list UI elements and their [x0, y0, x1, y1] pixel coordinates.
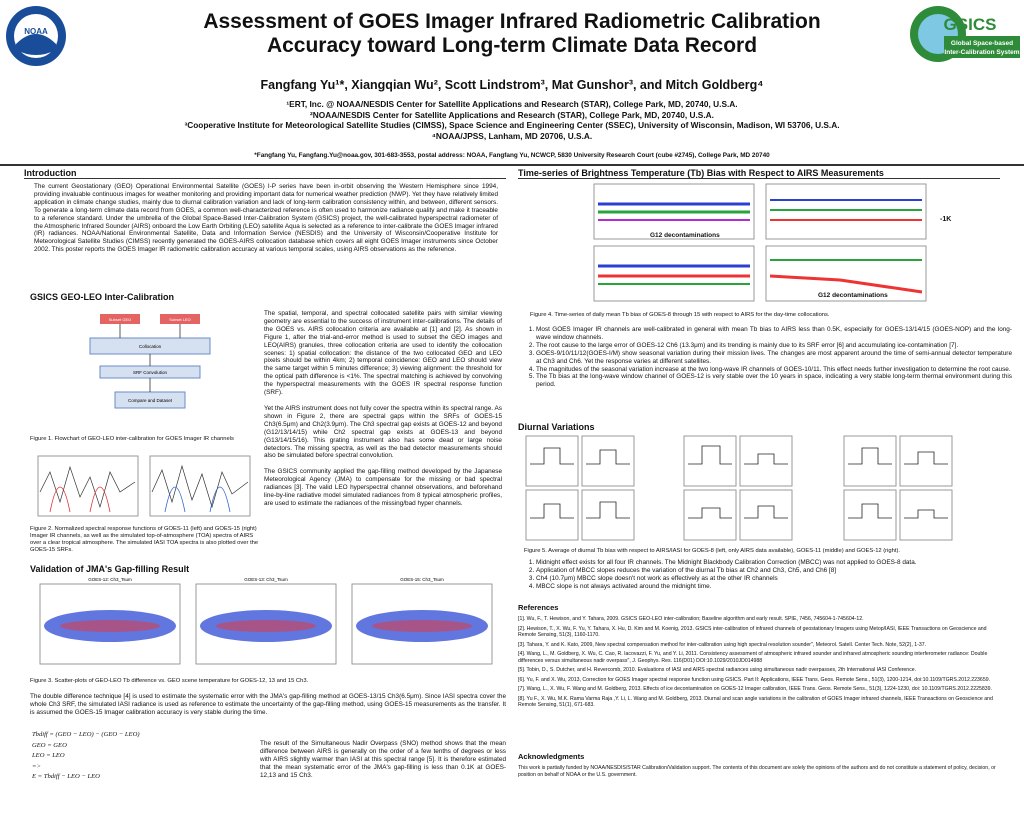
section-heading: GSICS GEO-LEO Inter-Calibration: [30, 292, 175, 302]
equation: Tbdiff = (GEO − LEO) − (GEO − LEO): [32, 731, 140, 738]
figure-caption: Figure 2. Normalized spectral response f…: [30, 526, 259, 553]
references-list: [1]. Wu, F., T. Hewison, and Y. Tahara, …: [518, 616, 1000, 712]
reference: [7]. Wang, L., X. Wu, F. Wang and M. Gol…: [518, 686, 992, 692]
section-heading: References: [518, 603, 559, 612]
figure-caption: Figure 5. Average of diurnal Tb bias wit…: [524, 548, 901, 554]
logo-sub: Inter-Calibration System: [944, 49, 1019, 56]
reference: [3]. Tahara, Y. and K. Kato, 2009, New s…: [518, 641, 927, 648]
findings-list: Most GOES Imager IR channels are well-ca…: [522, 326, 1012, 389]
figure-1: Subset GEO Subset LEO Collocation SRF Co…: [89, 314, 211, 409]
figure-label: -1K: [940, 216, 952, 223]
equation: GEO = GEO: [32, 741, 67, 749]
noaa-logo: NOAA: [6, 6, 66, 66]
figure-label: G12 decontaminations: [818, 292, 888, 299]
equations: Tbdiff = (GEO − LEO) − (GEO − LEO) GEO =…: [32, 730, 252, 783]
authors: Fangfang Yu¹*, Xiangqian Wu², Scott Lind…: [260, 78, 764, 92]
flow-label: Subset GEO: [109, 317, 131, 322]
logo-text: NOAA: [24, 27, 48, 36]
validation-snippet: The result of the Simultaneous Nadir Ove…: [260, 740, 506, 779]
figure-caption: Figure 4. Time-series of daily mean Tb b…: [530, 312, 830, 318]
flow-box: [160, 314, 200, 324]
title: Assessment of GOES Imager Infrared Radio…: [120, 10, 904, 58]
diurnal-list: Midnight effect exists for all four IR c…: [522, 559, 1012, 591]
section-heading: Acknowledgments: [518, 752, 585, 761]
acknowledgments-text: This work is partially funded by NOAA/NE…: [518, 765, 996, 778]
reference: [5]. Tobin, D., S. Dutcher, and H. Rever…: [518, 667, 917, 673]
finding: The Tb bias at the long-wave window chan…: [536, 373, 1012, 389]
figure-caption: Figure 1. Flowchart of GEO-LEO inter-cal…: [30, 436, 234, 442]
reference: [1]. Wu, F., T. Hewison, and Y. Tahara, …: [518, 616, 864, 622]
affiliations: ¹ERT, Inc. @ NOAA/NESDIS Center for Sate…: [40, 99, 984, 141]
panel-title: GOES-15: Ch3_Tsum: [400, 577, 444, 582]
finding: Midnight effect exists for all four IR c…: [536, 559, 1012, 567]
flow-label: SRF Convolution: [133, 370, 168, 375]
figure-label: G12 decontaminations: [650, 232, 720, 239]
finding: Most GOES Imager IR channels are well-ca…: [536, 326, 1012, 342]
section-heading: Validation of JMA's Gap-filling Result: [30, 564, 190, 574]
reference: [6]. Yu, F. and X. Wu, 2013, Correction …: [518, 676, 991, 683]
finding: The magnitudes of the seasonal variation…: [536, 366, 1012, 374]
finding: The root cause to the large error of GOE…: [536, 342, 1012, 350]
figure-3: GOES-12: Ch3_Tsum GOES-13: Ch3_Tsum GOES…: [39, 577, 493, 665]
panel-title: GOES-12: Ch3_Tsum: [88, 577, 132, 582]
affiliation: ¹ERT, Inc. @ NOAA/NESDIS Center for Sate…: [286, 99, 738, 109]
finding: Ch4 (10.7μm) MBCC slope doesn't not work…: [536, 575, 1012, 583]
scatter-panel: [39, 583, 493, 665]
equation: E = Tbdiff − LEO − LEO: [32, 773, 100, 780]
reference: [4]. Wang, L., M. Goldberg, X. Wu, C. Ca…: [518, 651, 988, 664]
paragraph: The GSICS community applied the gap-fill…: [264, 468, 502, 507]
figure-caption: Figure 3. Scatter-plots of GEO-LEO Tb di…: [30, 678, 309, 684]
flow-box: [100, 314, 140, 324]
panel-title: GOES-13: Ch3_Tsum: [244, 577, 288, 582]
section-heading: Introduction: [24, 168, 506, 179]
reference: [2]. Hewison, T., X. Wu, F. Yu, Y. Tahar…: [518, 625, 987, 639]
flow-label: Compare and Dataset: [128, 398, 173, 403]
gsics-logo: GSICS Global Space-based Inter-Calibrati…: [910, 6, 1020, 62]
paragraph: Yet the AIRS instrument does not fully c…: [264, 404, 502, 460]
validation-text: The double difference technique [4] is u…: [30, 693, 506, 716]
intro-text: The current Geostationary (GEO) Operatio…: [34, 183, 498, 254]
title-line: Assessment of GOES Imager Infrared Radio…: [203, 10, 821, 33]
reference: [8]. Yu F., X. Wu, M.K. Rama Varma Raja …: [518, 695, 993, 709]
finding: GOES-9/10/11/12(GOES-I/M) show seasonal …: [536, 350, 1012, 366]
correspondence: *Fangfang Yu, Fangfang.Yu@noaa.gov, 301-…: [254, 152, 770, 159]
title-line: Accuracy toward Long-term Climate Data R…: [266, 34, 758, 57]
section-heading: Time-series of Brightness Temperature (T…: [518, 168, 1000, 179]
finding: MBCC slope is not always activated aroun…: [536, 583, 1012, 591]
finding: Application of MBCC slopes reduces the v…: [536, 567, 1012, 575]
flow-label: Subset LEO: [169, 317, 191, 322]
paragraph: The spatial, temporal, and spectral coll…: [264, 310, 502, 397]
equation: LEO = LEO: [32, 752, 65, 759]
figure-2: [37, 455, 251, 517]
flow-label: Collocation: [139, 344, 162, 349]
affiliation: ⁴NOAA/JPSS, Lanham, MD 20706, U.S.A.: [431, 130, 593, 141]
figure-5: [525, 435, 953, 541]
affiliation: ²NOAA/NESDIS Center for Satellite Applic…: [310, 109, 714, 120]
divider: [0, 164, 1024, 166]
equation: =>: [32, 762, 41, 770]
logo-sub: Global Space-based: [951, 40, 1013, 47]
logo-text: GSICS: [944, 15, 997, 34]
affiliation: ³Cooperative Institute for Meteorologica…: [184, 120, 840, 130]
figure-4: [593, 183, 927, 302]
geo-leo-text: The spatial, temporal, and spectral coll…: [264, 310, 502, 508]
section-heading: Diurnal Variations: [518, 422, 595, 432]
